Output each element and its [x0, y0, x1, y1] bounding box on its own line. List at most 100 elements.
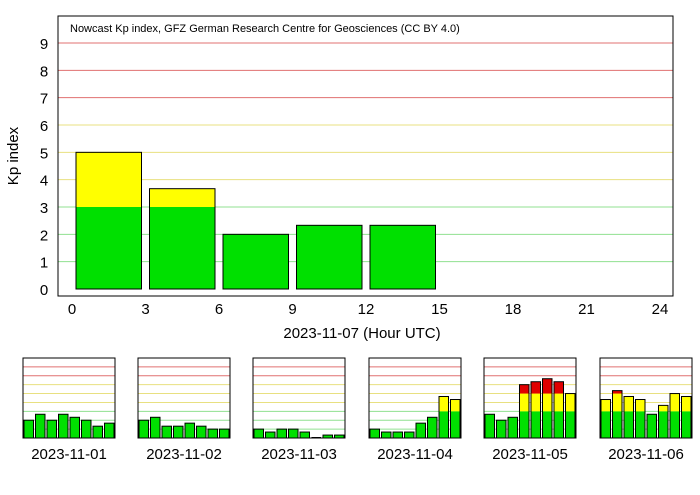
mini-bar-0-quiet [254, 429, 264, 438]
mini-bar-7 [104, 422, 115, 439]
mini-frame [137, 357, 231, 439]
mini-bar-2-quiet [393, 432, 403, 438]
mini-bar-5-active [658, 405, 668, 412]
mini-bar-3 [404, 431, 415, 439]
mini-bar-5-active [542, 393, 552, 412]
daily-chart-date-label: 2023-11-04 [377, 446, 453, 463]
bar-4-outline [369, 224, 436, 290]
mini-bar-4 [69, 416, 80, 439]
mini-bar-1-quiet [496, 420, 506, 438]
daily-chart-2023-11-02: 2023-11-02 [137, 357, 231, 463]
bar-4-quiet [370, 225, 436, 289]
mini-bar-5 [81, 419, 92, 439]
mini-bar-7 [450, 399, 461, 439]
mini-bar-6-active [439, 396, 449, 412]
mini-bar-4-quiet [647, 414, 657, 438]
mini-bar-7 [219, 428, 230, 439]
y-tick-label: 9 [40, 36, 48, 53]
bar-0-outline [75, 151, 142, 290]
mini-bar-7-quiet [681, 411, 691, 438]
y-tick-label: 7 [40, 91, 48, 108]
mini-bar-4 [415, 422, 426, 439]
mini-bar-7-active [450, 399, 460, 412]
y-tick-label: 8 [40, 63, 48, 80]
bar-0 [75, 151, 142, 290]
mini-bar-0-quiet [370, 429, 380, 438]
mini-bar-4-quiet [185, 423, 195, 438]
mini-bar-4-quiet [531, 411, 541, 438]
mini-bar-1-quiet [265, 432, 275, 438]
mini-bar-5-quiet [196, 426, 206, 438]
mini-bar-7-active [565, 393, 575, 412]
mini-bar-5-quiet [658, 411, 668, 438]
mini-bar-1-quiet [612, 411, 622, 438]
y-axis-label: Kp index [5, 126, 22, 185]
mini-frame [599, 357, 693, 439]
mini-bar-6-storm [554, 381, 564, 394]
mini-bar-1 [612, 390, 623, 439]
mini-bar-3-quiet [404, 432, 414, 438]
mini-bar-5-quiet [81, 420, 91, 438]
mini-bar-4 [646, 413, 657, 439]
main-plot: Nowcast Kp index, GFZ German Research Ce… [5, 15, 674, 342]
x-tick-label: 18 [505, 301, 522, 318]
y-tick-label: 3 [40, 200, 48, 217]
y-tick-label: 6 [40, 118, 48, 135]
mini-bar-5 [427, 416, 438, 439]
mini-bar-2-quiet [47, 420, 57, 438]
mini-bar-4-active [531, 393, 541, 412]
y-tick-label: 1 [40, 255, 48, 272]
mini-frame [252, 357, 346, 439]
mini-bar-4 [299, 431, 310, 439]
bar-1-active [149, 188, 215, 207]
bar-4 [369, 224, 436, 290]
mini-bar-6-active [554, 393, 564, 412]
mini-bar-2-quiet [277, 429, 287, 438]
mini-bar-4 [184, 422, 195, 439]
mini-bar-6-quiet [439, 411, 449, 438]
mini-bar-7 [681, 395, 692, 439]
mini-bar-6 [669, 393, 680, 439]
mini-bar-0 [253, 428, 264, 439]
daily-chart-date-label: 2023-11-03 [261, 446, 337, 463]
mini-bar-6 [438, 395, 449, 439]
x-axis-label: 2023-11-07 (Hour UTC) [283, 325, 440, 342]
mini-bar-7-quiet [334, 435, 344, 438]
mini-bar-0-quiet [24, 420, 34, 438]
mini-bar-3 [58, 413, 69, 439]
bar-0-quiet [76, 207, 142, 289]
mini-bar-0-quiet [139, 420, 149, 438]
mini-bar-0-quiet [601, 411, 611, 438]
mini-bar-1-quiet [150, 417, 160, 438]
mini-frame [483, 357, 577, 439]
mini-bar-5-quiet [542, 411, 552, 438]
x-tick-label: 0 [68, 301, 76, 318]
bar-2-quiet [223, 234, 289, 289]
mini-bar-5 [542, 378, 553, 439]
daily-chart-2023-11-01: 2023-11-01 [22, 357, 116, 463]
mini-frame [22, 357, 116, 439]
mini-bar-3 [519, 384, 530, 439]
mini-bar-5 [196, 425, 207, 439]
plot-frame [57, 15, 674, 297]
mini-bar-2 [623, 395, 634, 439]
mini-bar-2 [161, 425, 172, 439]
mini-bar-3 [173, 425, 184, 439]
mini-bar-3-active [519, 393, 529, 412]
mini-bar-7 [565, 393, 576, 439]
mini-bar-4-storm [531, 381, 541, 394]
mini-bar-0-quiet [485, 414, 495, 438]
mini-bar-3-quiet [635, 411, 645, 438]
mini-bar-1 [265, 431, 276, 439]
mini-bar-2-quiet [624, 411, 634, 438]
daily-chart-2023-11-06: 2023-11-06 [599, 357, 693, 463]
mini-bar-7-quiet [104, 423, 114, 438]
bar-3 [296, 224, 363, 290]
x-tick-label: 6 [215, 301, 223, 318]
mini-bar-0 [23, 419, 34, 439]
x-tick-label: 3 [141, 301, 149, 318]
mini-bar-4-quiet [300, 432, 310, 438]
mini-bar-1 [150, 416, 161, 439]
mini-bar-0-active [601, 399, 611, 412]
